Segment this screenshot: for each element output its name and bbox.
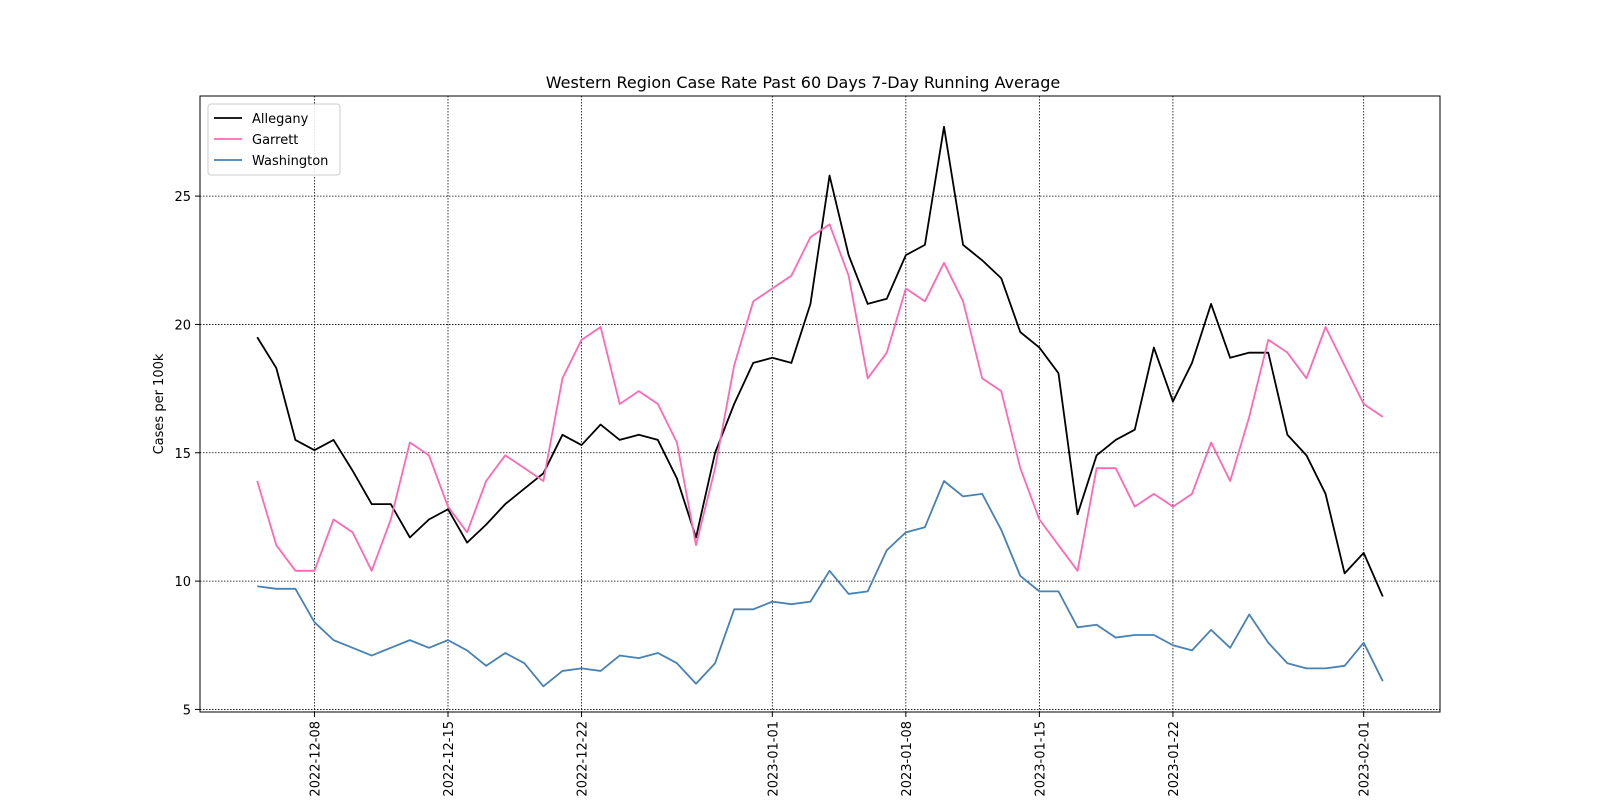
y-tick-label: 10 [174,575,191,590]
x-tick-label: 2022-12-22 [576,721,591,797]
x-tick-label: 2023-01-15 [1033,721,1048,797]
legend-label-garrett: Garrett [252,133,298,148]
x-tick-label: 2023-01-08 [900,721,915,797]
y-axis-label: Cases per 100k [152,353,167,454]
x-tick-label: 2022-12-08 [308,721,323,797]
y-tick-label: 20 [174,318,191,333]
y-tick-label: 15 [174,447,191,462]
series-line-garrett [256,223,1384,572]
chart-title: Western Region Case Rate Past 60 Days 7-… [546,73,1060,92]
grid [200,96,1440,712]
x-axis: 2022-12-08 2022-12-15 2022-12-22 2023-01-01… [308,712,1373,797]
series-line-washington [257,480,1384,688]
y-tick-label: 5 [183,703,191,718]
legend-label-allegany: Allegany [252,112,309,127]
x-tick-label: 2023-01-22 [1167,721,1182,797]
plot-frame [199,95,1441,713]
plot-area [200,96,1440,712]
legend-box [207,103,341,176]
series-lines [256,125,1384,688]
legend: Allegany Garrett Washington [207,103,341,176]
legend-label-washington: Washington [252,154,328,169]
y-tick-label: 25 [174,190,191,205]
x-tick-label: 2023-01-01 [766,721,781,797]
y-axis: 5 10 15 20 25 [174,190,200,718]
x-tick-label: 2022-12-15 [442,721,457,797]
x-tick-label: 2023-02-01 [1358,721,1373,797]
series-line-allegany [256,125,1384,597]
